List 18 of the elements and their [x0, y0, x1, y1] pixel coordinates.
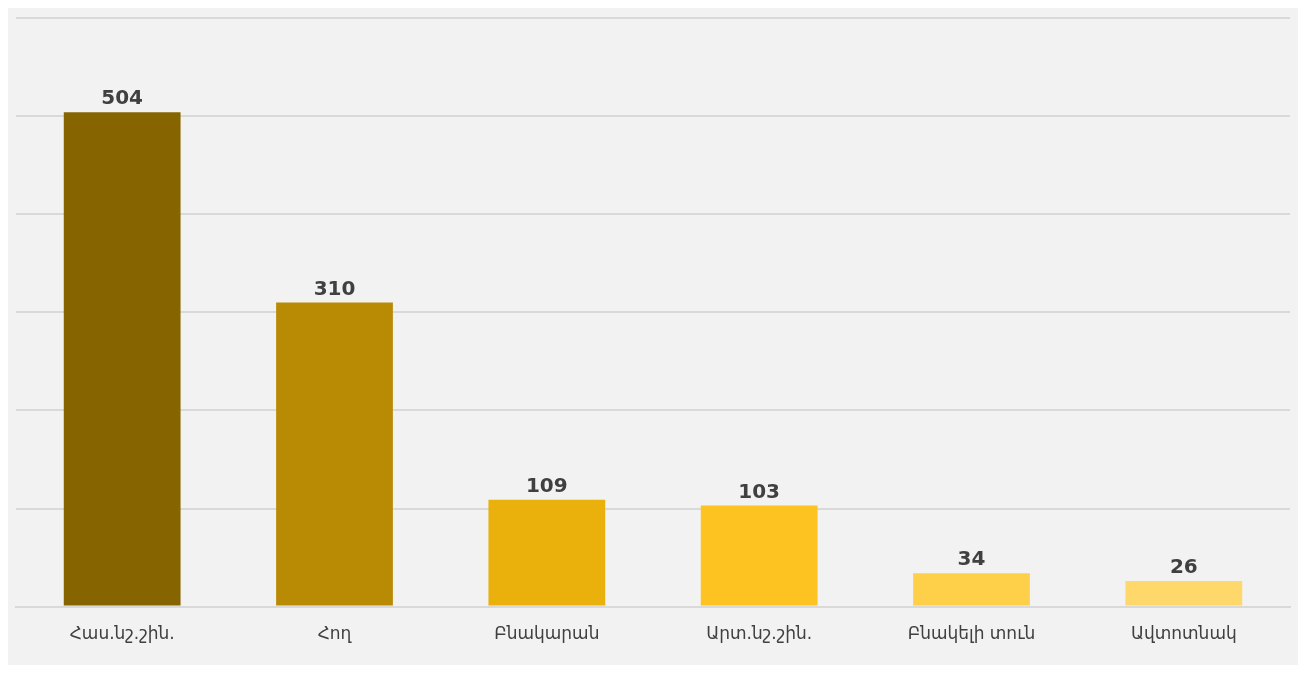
x-tick-label: Բնակարան [494, 623, 600, 644]
bar [63, 112, 181, 606]
x-tick-label: Արտ.նշ.շին. [706, 623, 813, 644]
bar [700, 505, 818, 606]
bar [276, 302, 393, 606]
data-label: 103 [738, 478, 781, 503]
x-tick-label: Հող [317, 623, 353, 644]
data-label: 34 [957, 546, 986, 571]
data-label: 109 [525, 472, 568, 497]
x-tick-label: Բնակելի տուն [907, 623, 1036, 644]
bar [1125, 581, 1243, 606]
data-label: 26 [1169, 554, 1198, 579]
data-label: 504 [101, 85, 144, 110]
x-tick-label: Ավտոտնակ [1130, 623, 1237, 644]
x-tick-label: Հաս.նշ.շին. [69, 623, 175, 644]
data-label: 310 [313, 275, 356, 300]
bar [488, 499, 606, 606]
bar [913, 573, 1030, 606]
